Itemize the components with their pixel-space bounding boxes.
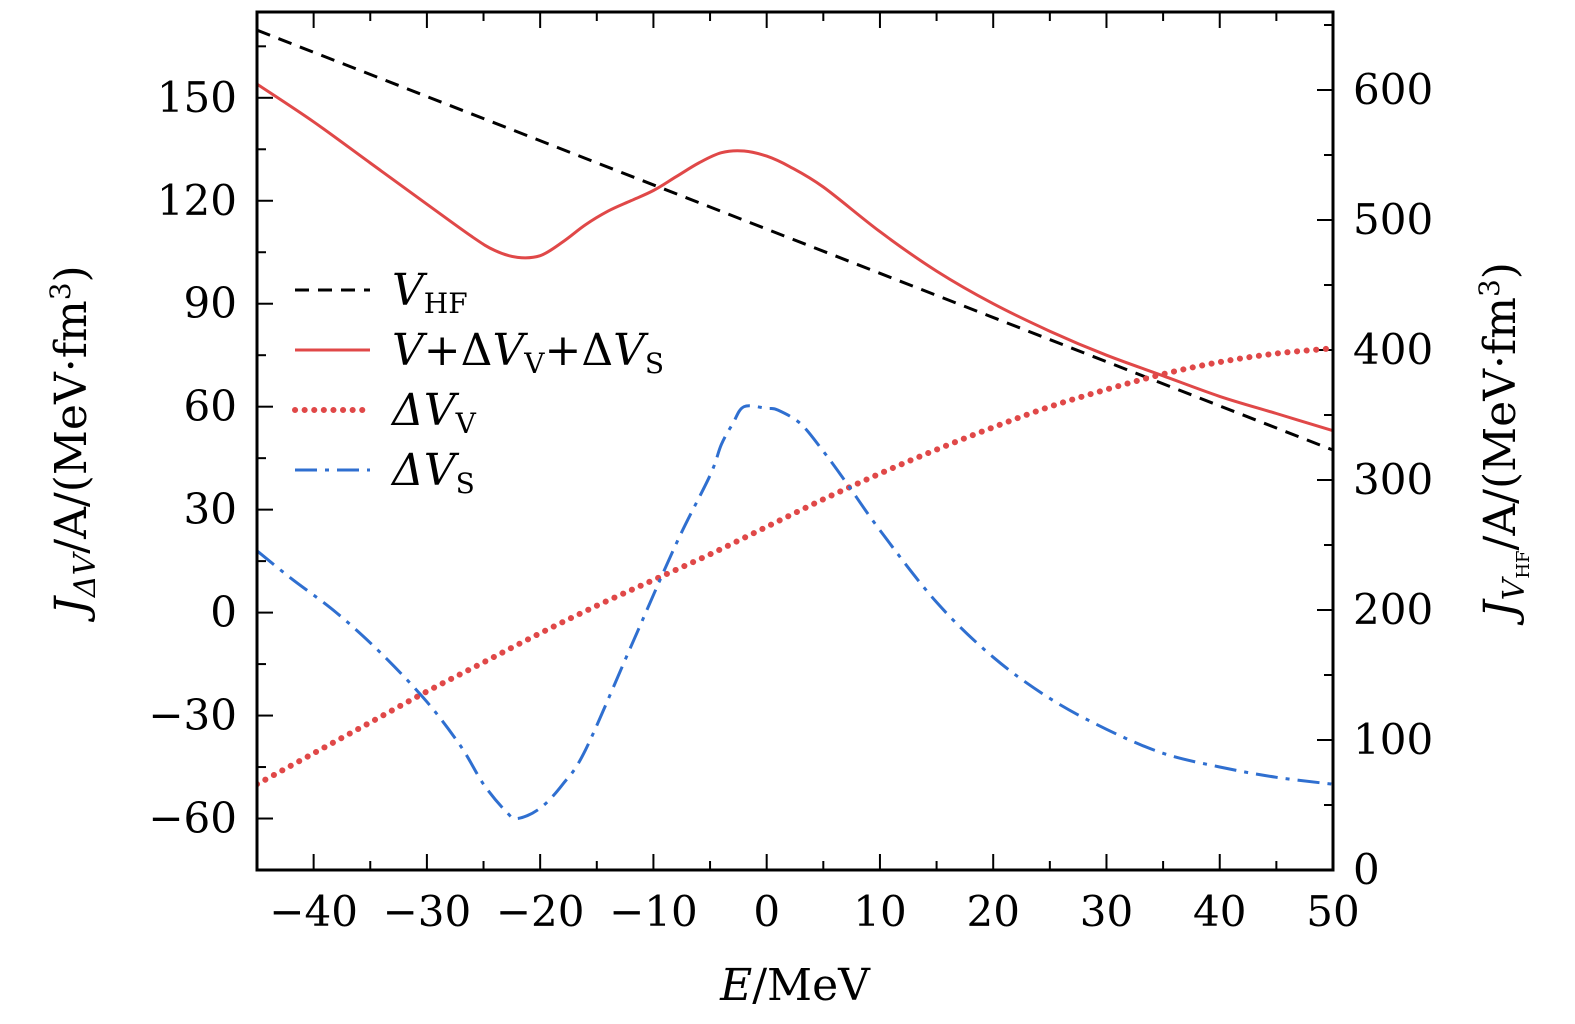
y-right-label-subsub: HF [1513, 550, 1534, 578]
y-left-tick-label: −60 [148, 794, 237, 843]
x-tick-label: −30 [383, 887, 472, 936]
y-right-label-sup: 3 [1473, 279, 1506, 297]
y-left-label-sup: 3 [44, 282, 77, 300]
x-tick-label: 0 [753, 887, 780, 936]
y-right-tick-label: 600 [1353, 65, 1433, 114]
legend-label-total: V+ΔVV+ΔVS [392, 325, 664, 380]
series-line-dvv [257, 345, 1333, 788]
series-line-total [257, 82, 1333, 433]
y-right-label-sub: V [1497, 575, 1532, 600]
y-left-axis-title: JΔV/A/(MeV·fm3) [44, 265, 103, 622]
plot-frame [255, 10, 1335, 872]
legend: VHF V+ΔVV+ΔVS ΔVV ΔVS [292, 265, 664, 500]
series-line-dvs [257, 404, 1333, 821]
x-axis-variable: E [719, 960, 752, 1011]
y-left-tick-label: −30 [148, 691, 237, 740]
x-tick-label: 50 [1306, 887, 1359, 936]
y-right-label-close: ) [1475, 262, 1526, 279]
y-left-tick-label: 0 [210, 588, 237, 637]
y-right-tick-label: 300 [1353, 455, 1433, 504]
x-tick-label: −40 [269, 887, 358, 936]
y-right-label-prefix: J [1475, 598, 1526, 626]
x-tick-label: 20 [966, 887, 1019, 936]
ticks-group [256, 12, 1334, 871]
x-axis-unit: /MeV [752, 960, 871, 1011]
x-tick-label: −20 [496, 887, 585, 936]
y-left-label-close: ) [46, 265, 97, 282]
y-left-tick-label: 30 [184, 485, 237, 534]
y-right-tick-label: 400 [1353, 325, 1433, 374]
y-left-label-suffix: /A/(MeV·fm [46, 300, 97, 553]
legend-label-vhf: VHF [392, 265, 468, 320]
y-left-label-sub: ΔV [68, 550, 103, 598]
x-tick-label: 40 [1193, 887, 1246, 936]
y-right-tick-label: 200 [1353, 585, 1433, 634]
y-left-tick-label: 120 [157, 176, 237, 225]
y-right-tick-label: 100 [1353, 715, 1433, 764]
y-left-tick-label: 150 [157, 73, 237, 122]
x-tick-label: −10 [609, 887, 698, 936]
legend-label-dvs: ΔVS [390, 445, 475, 500]
y-right-tick-label: 500 [1353, 195, 1433, 244]
x-tick-label: 30 [1080, 887, 1133, 936]
series-group [257, 28, 1333, 821]
x-tick-label: 10 [853, 887, 906, 936]
y-left-tick-label: 90 [184, 279, 237, 328]
y-right-axis-title: JVHF/A/(MeV·fm3) [1473, 262, 1534, 626]
y-right-tick-label: 0 [1353, 845, 1380, 894]
series-line-vhf [257, 28, 1333, 452]
y-left-tick-label: 60 [184, 382, 237, 431]
tick-labels: −40 −30 −20 −10 0 10 20 30 40 50 −60 −30 0 30 60 90 120 1… [148, 65, 1433, 936]
x-axis-title: E/MeV [719, 960, 871, 1011]
y-left-label-prefix: J [46, 595, 97, 623]
legend-label-dvv: ΔVV [390, 385, 477, 440]
y-right-label-suffix: /A/(MeV·fm [1475, 297, 1526, 550]
